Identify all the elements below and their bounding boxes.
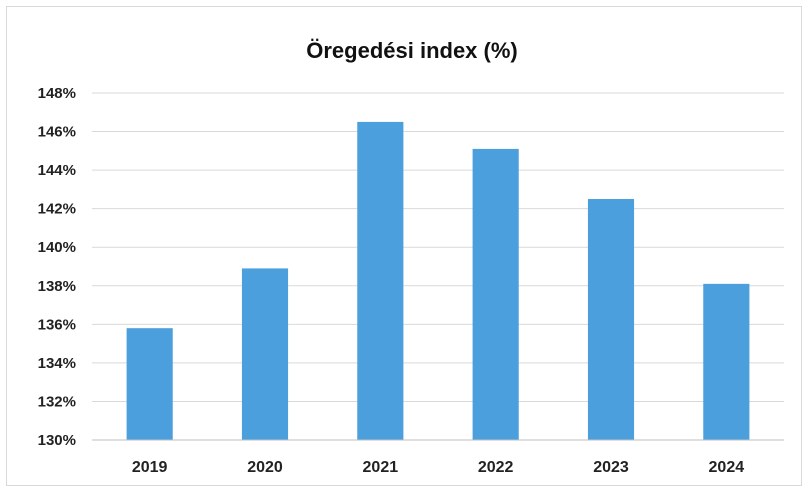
bar-2019: [126, 328, 173, 440]
y-tick-label: 130%: [38, 432, 76, 449]
y-tick-label: 132%: [38, 393, 76, 410]
bar-2024: [703, 283, 750, 440]
bar-2022: [472, 148, 519, 440]
x-axis-ticks: 2019 2020 2021 2022 2023 2024: [132, 459, 744, 476]
gridlines: [92, 92, 784, 441]
y-tick-label: 140%: [38, 239, 76, 256]
chart-title: Öregedési index (%): [306, 38, 518, 63]
x-tick-label: 2024: [709, 459, 745, 476]
x-tick-label: 2023: [593, 459, 629, 476]
x-tick-label: 2022: [478, 459, 514, 476]
x-tick-label: 2020: [247, 459, 283, 476]
x-tick-label: 2021: [363, 459, 399, 476]
y-tick-label: 138%: [38, 278, 76, 295]
y-tick-label: 148%: [38, 85, 76, 102]
y-tick-label: 146%: [38, 124, 76, 141]
y-axis-ticks: 130% 132% 134% 136% 138% 140% 142% 144% 146% 148%: [38, 85, 76, 449]
x-tick-label: 2019: [132, 459, 168, 476]
bar-2020: [241, 268, 289, 440]
y-tick-label: 142%: [38, 201, 76, 218]
y-tick-label: 144%: [38, 162, 76, 179]
bar-2021: [357, 121, 404, 441]
bar-2023: [587, 199, 635, 440]
bars: [126, 121, 750, 441]
y-tick-label: 136%: [38, 316, 76, 333]
y-tick-label: 134%: [38, 355, 76, 372]
